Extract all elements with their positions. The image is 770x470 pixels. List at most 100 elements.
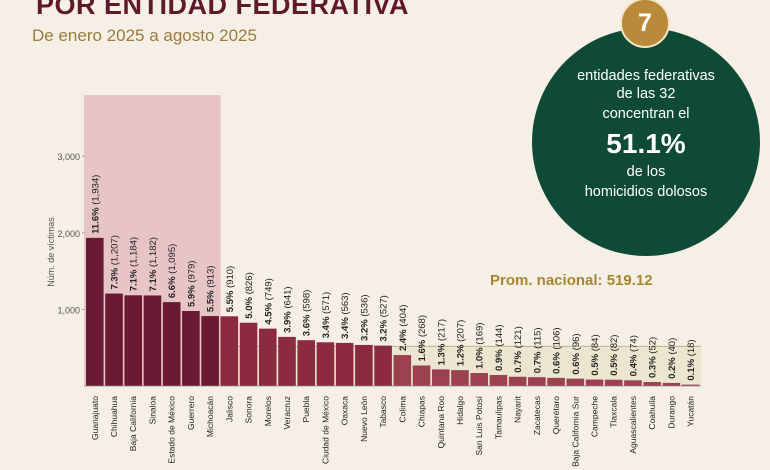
national-average-label: Prom. nacional: 519.12 [486,272,657,289]
bar-value-label: 5.5% (910) [225,266,236,312]
bar-count: (268) [417,315,428,337]
x-tick-label: Guerrero [186,396,196,430]
bar-value-label: 3.6% (598) [302,290,313,336]
bar [662,382,681,386]
bar-count: (1,182) [148,237,159,267]
bar-value-label: 2.4% (404) [398,305,409,351]
bar-percentage: 0.2% [667,355,678,379]
bar [297,340,316,386]
x-tick-label: Aguascalientes [628,396,638,454]
bar [143,295,162,386]
bar-value-label: 1.2% (207) [455,320,466,366]
bar-count: (1,095) [167,244,178,274]
bar-value-label: 0.4% (74) [628,335,639,376]
bar-percentage: 0.6% [552,350,563,374]
bar [374,345,392,386]
bar [162,302,181,386]
bar [508,376,527,386]
x-tick-label: Puebla [301,396,311,423]
bar-count: (910) [225,266,236,288]
bar-value-label: 0.1% (18) [686,339,697,380]
bar-percentage: 5.5% [225,288,236,312]
bar-value-label: 6.6% (1,095) [167,244,178,298]
bar [393,355,412,386]
bar-value-label: 7.3% (1,207) [110,235,121,289]
bar-count: (404) [398,305,409,327]
bar-value-label: 0.5% (82) [609,335,620,376]
x-tick-label: Chihuahua [109,396,119,437]
bar-value-label: 3.2% (527) [379,295,390,341]
bar-percentage: 1.0% [475,345,486,369]
bar-value-label: 1.0% (169) [475,323,486,369]
x-tick-label: Hidalgo [455,396,465,425]
bar-percentage: 0.3% [648,354,659,378]
bar [124,295,143,386]
bar [86,237,104,386]
bar-count: (74) [628,335,639,352]
x-tick-label: Michoacán [205,396,215,437]
bar [431,369,450,386]
bar-percentage: 0.5% [590,351,601,375]
y-tick-label: 3,000 [57,152,80,162]
x-tick-label: Sonora [244,396,254,424]
bar [451,370,469,386]
bar [643,382,661,386]
x-tick-label: Jalisco [224,396,234,422]
x-tick-label: Querétaro [551,396,561,435]
bar-value-label: 5.5% (913) [206,266,217,312]
x-tick-label: San Luis Potosí [474,395,484,455]
bar-count: (536) [359,294,370,316]
callout-percentage: 51.1% [606,128,686,159]
bar-value-label: 5.0% (826) [244,272,255,318]
x-tick-label: Veracruz [282,396,292,430]
bar [547,377,565,386]
bar-percentage: 0.5% [609,351,620,375]
bar-percentage: 7.1% [148,267,159,291]
bar-count: (571) [321,292,332,314]
bar [355,344,373,386]
x-tick-label: Morelos [263,396,273,426]
bar-percentage: 0.6% [571,350,582,374]
bar-percentage: 3.2% [359,317,370,341]
bar-count: (121) [513,326,524,348]
bar-percentage: 5.5% [206,288,217,312]
y-tick-label: 1,000 [57,305,80,315]
bar-percentage: 0.9% [494,347,505,371]
x-tick-label: Campeche [590,396,600,437]
bar-count: (217) [436,319,447,341]
x-tick-label: Colima [397,396,407,423]
bar [201,316,219,386]
bar-value-label: 3.4% (571) [321,292,332,338]
bar-percentage: 1.6% [417,337,428,361]
bar [412,365,431,386]
bar-value-label: 11.6% (1,934) [90,175,101,234]
bar-value-label: 0.5% (84) [590,334,601,375]
x-tick-label: Guanajuato [90,396,100,440]
bar-percentage: 4.5% [263,300,274,324]
bar [566,378,585,386]
bar-count: (979) [186,261,197,283]
x-tick-label: Chiapas [417,396,427,427]
bar-count: (207) [455,320,466,342]
x-tick-label: Zacatecas [532,396,542,435]
bar-percentage: 0.1% [686,356,697,380]
callout-line-4: de los [626,164,666,180]
x-tick-label: Tamaulipas [493,396,503,439]
x-tick-label: Estado de México [167,396,177,464]
bar-count: (1,184) [129,237,140,267]
bar-count: (144) [494,324,505,346]
callout-line-5: homicidios dolosos [584,184,708,200]
bar-count: (82) [609,335,620,352]
bar-percentage: 1.2% [455,342,466,366]
x-tick-label: Baja California [128,396,138,452]
x-tick-label: Nuevo León [359,396,369,442]
bar [585,379,604,386]
x-tick-label: Oaxaca [340,396,350,426]
bar-count: (18) [686,339,697,356]
bar [258,328,277,386]
bar-count: (84) [590,334,601,351]
bar [182,311,200,386]
bar [105,293,123,386]
bar-percentage: 1.3% [436,341,447,365]
